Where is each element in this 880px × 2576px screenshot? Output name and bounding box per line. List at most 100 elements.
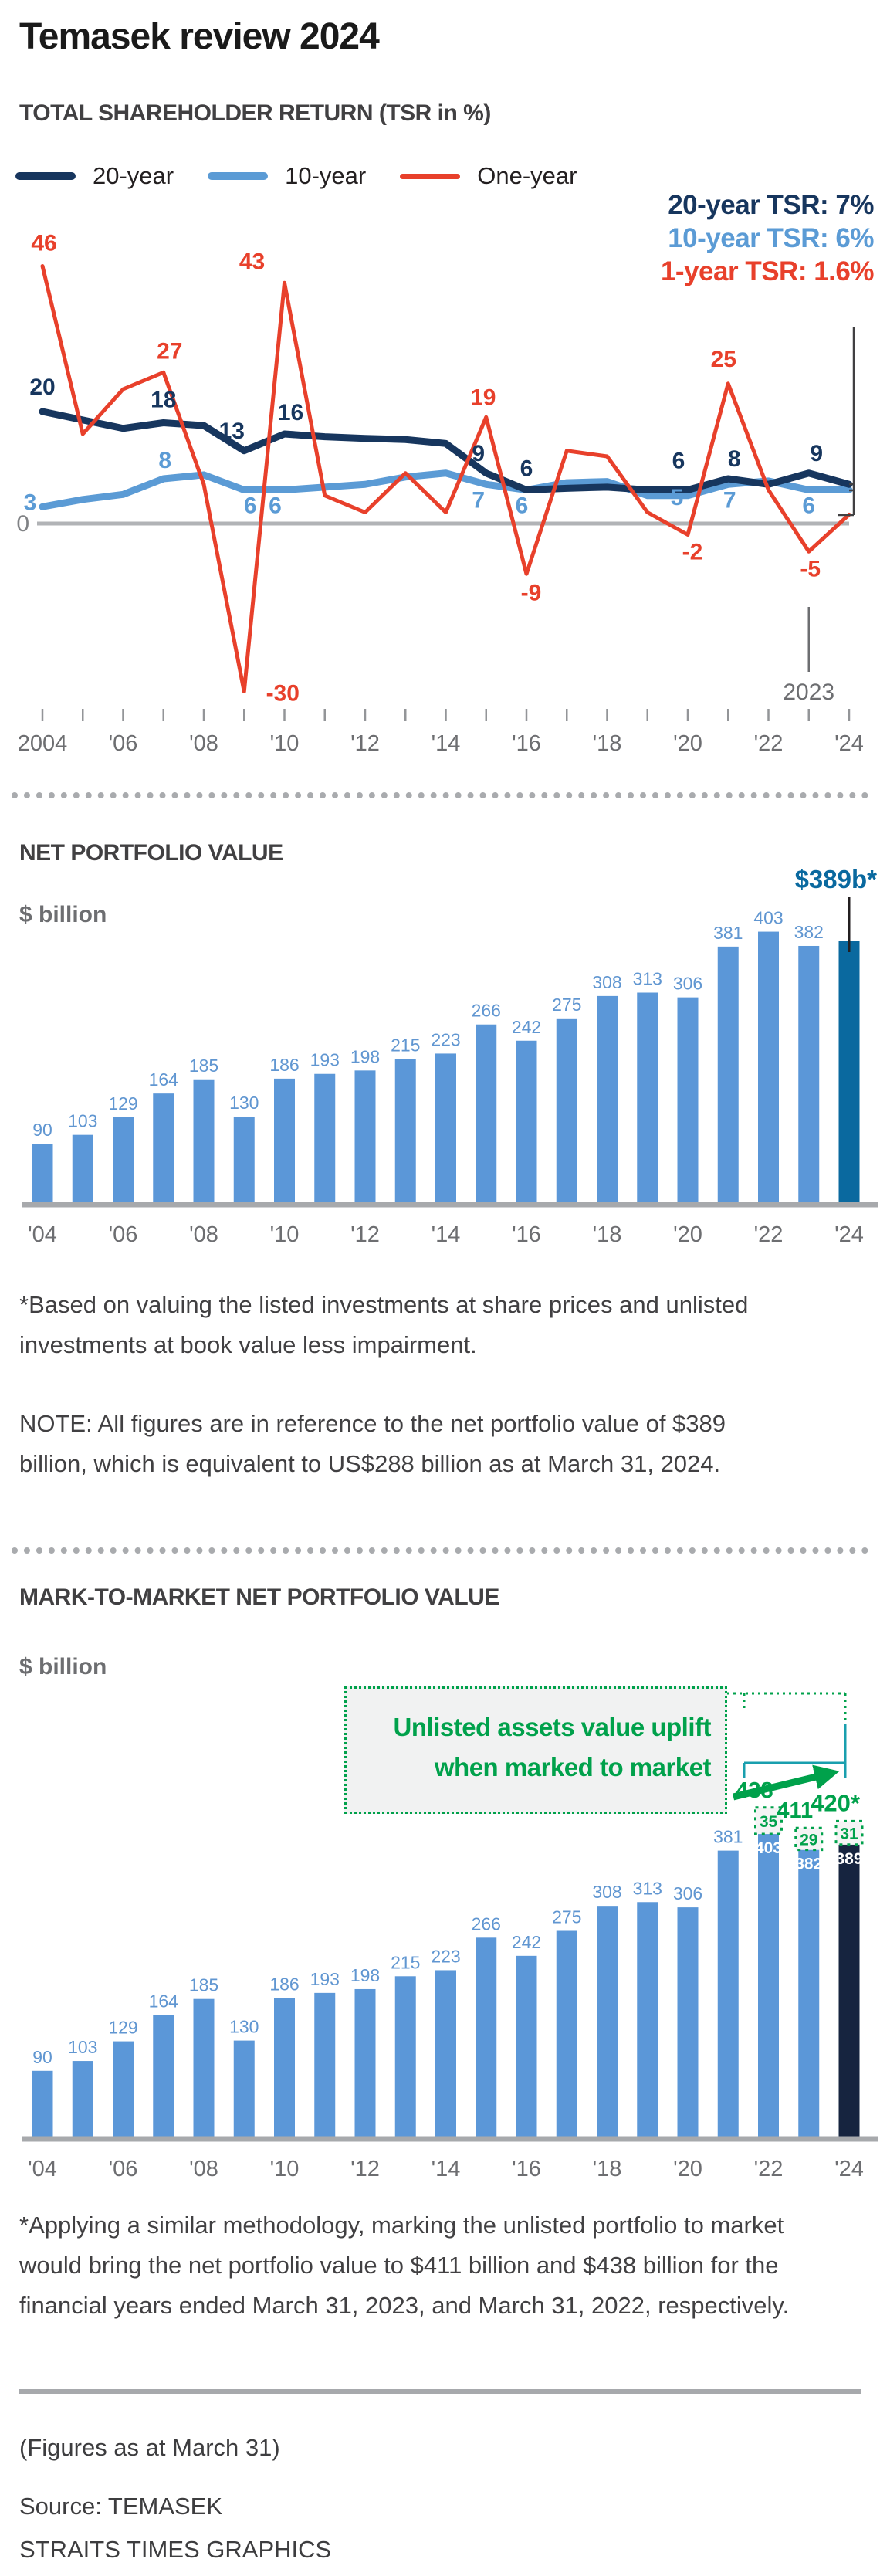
- npv-unit-label: $ billion: [19, 902, 107, 927]
- mtm-bar: [113, 2041, 134, 2139]
- mtm-chart-svg: 90 103 129 164 185 130 186 193 198 215 223 266 242 27…: [22, 1692, 878, 2181]
- mtm-x-tick-label: '18: [593, 2157, 622, 2181]
- npv-bar-label: 381: [713, 923, 743, 943]
- npv-bar: [314, 1073, 336, 1205]
- mtm-bar: [838, 1844, 860, 2139]
- tsr-section-title: TOTAL SHAREHOLDER RETURN (TSR in %): [19, 100, 491, 126]
- mtm-base-value: 382: [795, 1856, 822, 1873]
- mtm-bar-label: 130: [229, 2017, 259, 2037]
- tsr-line-One-year: [40, 264, 851, 693]
- npv-bar: [798, 945, 820, 1205]
- mtm-bar-label: 185: [189, 1975, 218, 1995]
- mtm-bar-label: 242: [512, 1932, 541, 1952]
- npv-bar-label: 186: [269, 1055, 299, 1075]
- dotted-divider-1: [12, 792, 868, 798]
- npv-bar-label: 185: [189, 1056, 218, 1076]
- mtm-uplift-box: [834, 1819, 864, 1846]
- mtm-x-tick-label: '06: [109, 2157, 138, 2181]
- mtm-x-tick-label: '12: [350, 2157, 380, 2181]
- npv-bar: [113, 1117, 134, 1205]
- npv-bar-label: 308: [592, 972, 621, 992]
- tsr-x-tick-label: '08: [189, 731, 218, 756]
- tsr-data-label: 7: [723, 487, 736, 513]
- tsr-x-tick-label: '10: [270, 731, 300, 756]
- npv-x-tick-label: '16: [512, 1222, 541, 1247]
- legend-swatch-20-year: [15, 172, 76, 180]
- npv-bar: [193, 1079, 215, 1205]
- mtm-x-tick-label: '20: [673, 2157, 702, 2181]
- footer-divider: [19, 2389, 861, 2394]
- mtm-base-value: 403: [755, 1839, 782, 1857]
- mtm-bar-label: 193: [310, 1969, 340, 1989]
- tsr-data-label: -30: [266, 681, 300, 707]
- mtm-bar-label: 164: [149, 1991, 179, 2011]
- tsr-data-label: 6: [802, 493, 815, 519]
- npv-x-tick-label: '08: [189, 1222, 218, 1247]
- npv-footnote: *Based on valuing the listed investments…: [19, 1291, 749, 1358]
- tsr-data-label: 6: [672, 449, 685, 474]
- mtm-bar-label: 308: [592, 1882, 621, 1902]
- mtm-bar-label: 186: [269, 1974, 299, 1995]
- mtm-bar-label: 198: [350, 1965, 380, 1985]
- tsr-data-label: 8: [158, 448, 171, 473]
- mtm-uplift-value: 29: [800, 1831, 817, 1849]
- npv-bar-label: 215: [391, 1035, 420, 1055]
- npv-x-tick-label: '14: [432, 1222, 461, 1247]
- npv-note: NOTE: All figures are in reference to th…: [19, 1410, 726, 1477]
- npv-x-tick-label: '24: [834, 1222, 864, 1247]
- mtm-uplift-box: [794, 1826, 824, 1852]
- mtm-bar-label: 313: [633, 1878, 662, 1898]
- tsr-summary-annotations: 20-year TSR: 7% 10-year TSR: 6% 1-year T…: [660, 188, 875, 288]
- mtm-bar: [637, 1902, 658, 2139]
- mtm-bar: [677, 1907, 699, 2139]
- mtm-total-label: 411: [777, 1798, 813, 1823]
- npv-bar: [717, 946, 739, 1205]
- mtm-x-tick-label: '04: [28, 2157, 57, 2181]
- mtm-bar: [193, 1998, 215, 2139]
- mtm-base-value: 389: [835, 1850, 862, 1868]
- npv-x-tick-label: '20: [673, 1222, 702, 1247]
- tsr-data-label: 25: [711, 347, 736, 372]
- footer-source: Source: TEMASEK: [19, 2493, 223, 2520]
- tsr-legend: 20-year 10-year One-year: [15, 162, 577, 190]
- mtm-x-tick-label: '14: [432, 2157, 461, 2181]
- mtm-bar: [72, 2061, 93, 2139]
- tsr-data-label: 20: [29, 375, 55, 400]
- legend-label-20-year: 20-year: [93, 162, 174, 189]
- mtm-bar-label: 103: [68, 2037, 97, 2057]
- npv-bar: [233, 1116, 255, 1205]
- tsr-annotation-1yr: 1-year TSR: 1.6%: [660, 256, 875, 286]
- legend-label-one-year: One-year: [477, 162, 577, 189]
- tsr-x-tick-label: '18: [593, 731, 622, 756]
- npv-bar-label: 129: [108, 1093, 137, 1113]
- npv-bar-label: 193: [310, 1050, 340, 1070]
- mtm-x-tick-label: '24: [834, 2157, 864, 2181]
- npv-x-tick-label: '12: [350, 1222, 380, 1247]
- tsr-data-label: 16: [278, 400, 303, 425]
- mtm-bar: [354, 1988, 376, 2139]
- npv-x-tick-label: '22: [754, 1222, 784, 1247]
- dotted-divider-2: [12, 1547, 868, 1554]
- npv-section-title: NET PORTFOLIO VALUE: [19, 840, 283, 866]
- tsr-x-tick-label: '14: [432, 731, 461, 756]
- npv-bar-label: 313: [633, 968, 662, 988]
- npv-chart-svg: 90 103 129 164 185 130 186 193 198 215 223 266 242 27…: [22, 865, 878, 1247]
- mtm-bar: [798, 1849, 820, 2139]
- mtm-bar: [516, 1955, 537, 2139]
- mtm-unit-label: $ billion: [19, 1654, 107, 1679]
- mtm-bar-label: 215: [391, 1952, 420, 1972]
- tsr-x-tick-label: '24: [834, 731, 864, 756]
- npv-bar-label: 103: [68, 1111, 97, 1131]
- mtm-bar: [435, 1970, 456, 2139]
- npv-x-tick-label: '10: [270, 1222, 300, 1247]
- tsr-x-tick-label: '20: [673, 731, 702, 756]
- tsr-data-label: 27: [157, 338, 182, 364]
- tsr-x-tick-label: '16: [512, 731, 541, 756]
- npv-bar-label: 242: [512, 1017, 541, 1037]
- legend-swatch-one-year: [400, 173, 461, 179]
- tsr-annotation-10yr: 10-year TSR: 6%: [668, 223, 874, 253]
- mtm-uplift-value: 31: [840, 1825, 858, 1843]
- npv-bar: [32, 1144, 53, 1205]
